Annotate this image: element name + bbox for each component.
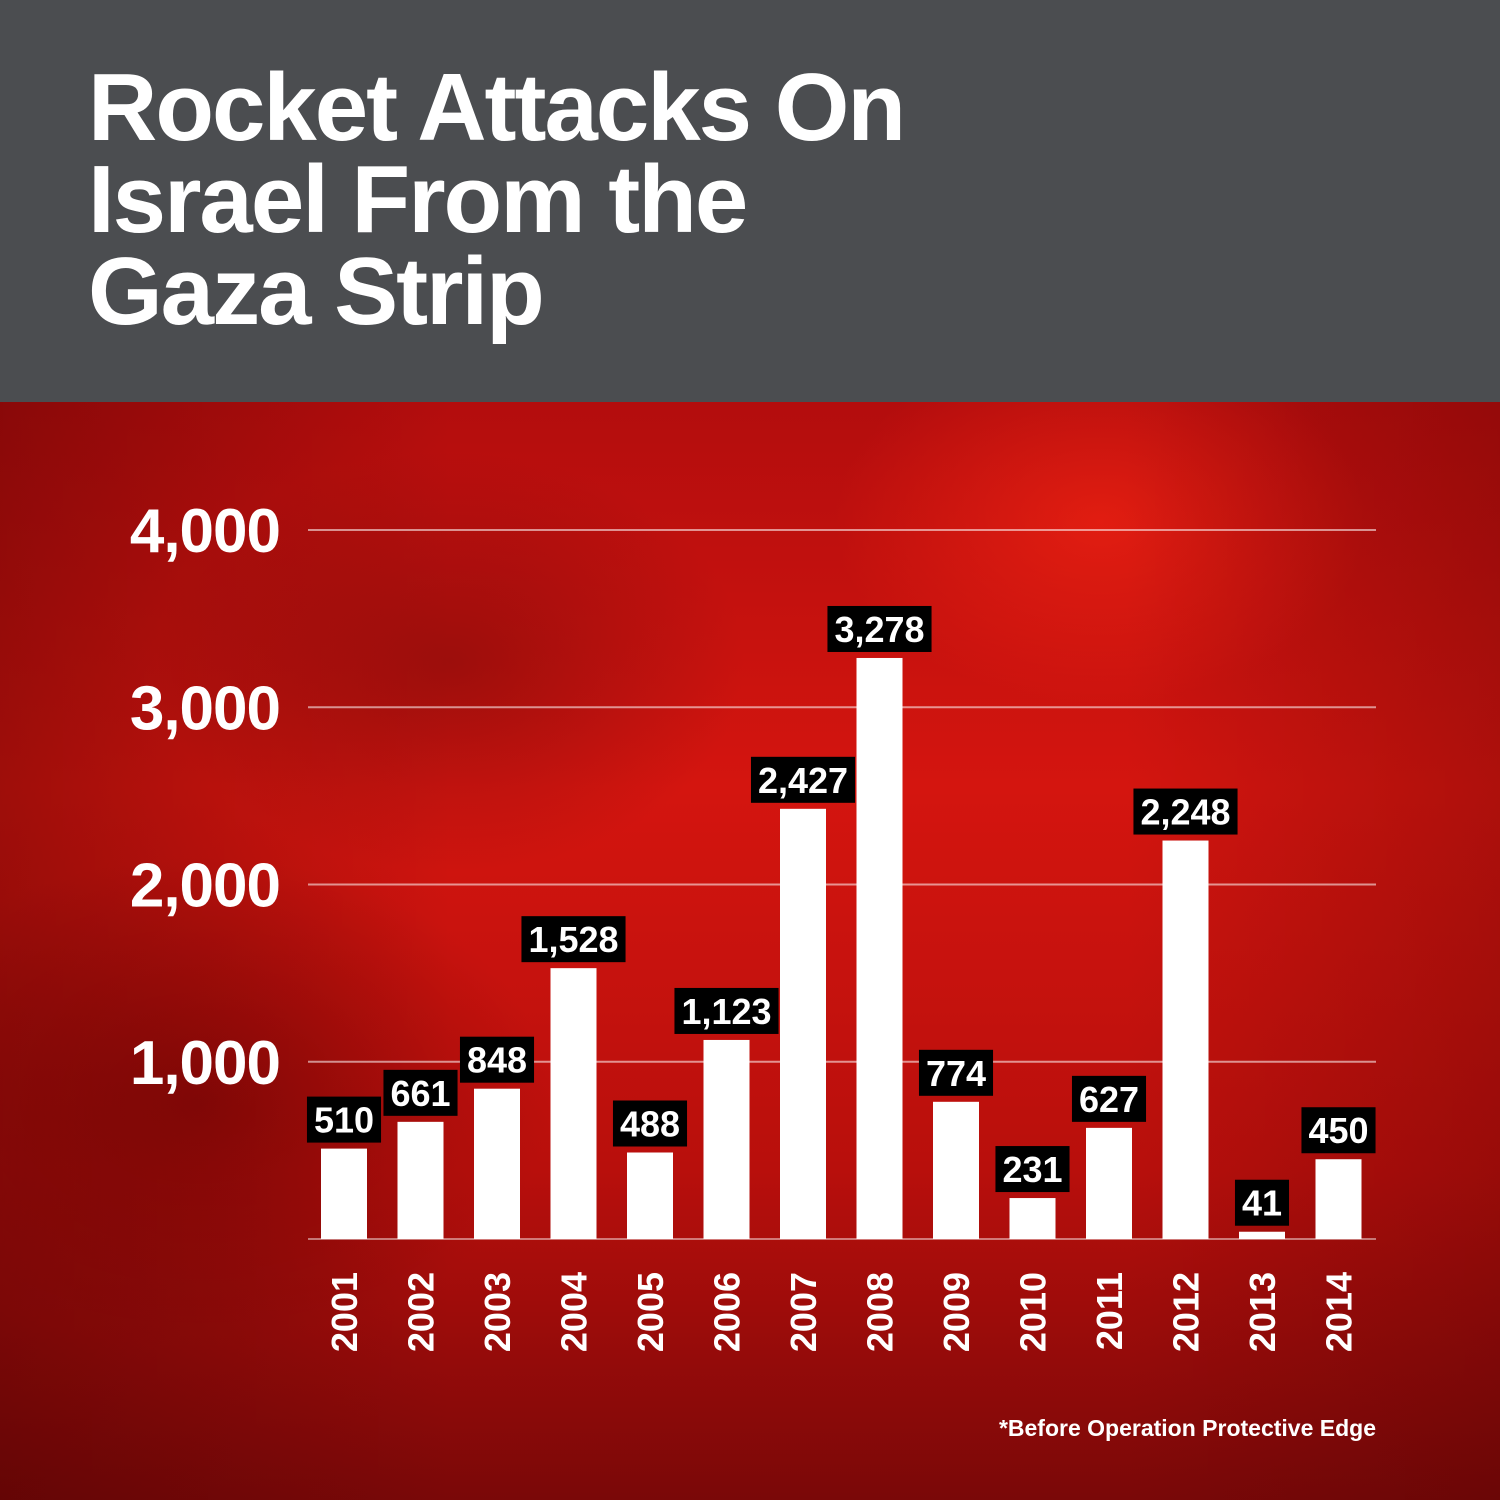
data-label-box: [306, 1096, 382, 1143]
data-label: 41: [1242, 1183, 1282, 1224]
data-label-box: [459, 1036, 535, 1083]
x-tick-label: 2010: [1013, 1272, 1054, 1352]
x-tick-label: 2003: [477, 1272, 518, 1352]
header-banner: Rocket Attacks On Israel From the Gaza S…: [0, 0, 1500, 402]
bar: [933, 1101, 979, 1239]
data-label-box: [1234, 1179, 1290, 1226]
data-label-box: [918, 1049, 994, 1096]
x-tick-label: 2009: [936, 1272, 977, 1352]
bar: [780, 808, 826, 1239]
data-label: 231: [1002, 1149, 1062, 1190]
bar: [1086, 1127, 1132, 1239]
data-label: 1,123: [681, 991, 771, 1032]
y-tick-label: 1,000: [130, 1029, 280, 1098]
data-label-box: [383, 1069, 458, 1116]
data-label-box: [1071, 1075, 1147, 1122]
bar: [703, 1039, 750, 1239]
data-label: 774: [926, 1053, 986, 1094]
data-label: 848: [467, 1040, 527, 1081]
data-label: 488: [620, 1104, 680, 1145]
data-label-box: [995, 1146, 1070, 1193]
chart-background: [0, 402, 1500, 1500]
y-tick-label: 4,000: [130, 497, 280, 566]
footnote: *Before Operation Protective Edge: [998, 1415, 1376, 1441]
bar: [321, 1148, 367, 1239]
data-label: 2,248: [1140, 792, 1230, 833]
x-tick-label: 2004: [554, 1272, 595, 1352]
data-label: 1,528: [528, 919, 618, 960]
x-tick-label: 2014: [1319, 1272, 1360, 1352]
data-label-box: [1133, 788, 1238, 835]
data-label: 450: [1308, 1110, 1368, 1151]
data-label-box: [750, 756, 856, 803]
bar: [1315, 1159, 1362, 1239]
bar: [1009, 1198, 1056, 1239]
x-tick-label: 2012: [1166, 1272, 1207, 1352]
data-label-box: [1301, 1107, 1376, 1154]
bar: [856, 657, 903, 1239]
x-tick-label: 2008: [860, 1272, 901, 1352]
data-label: 2,427: [758, 760, 848, 801]
y-tick-label: 2,000: [130, 852, 280, 921]
bar: [550, 968, 597, 1239]
page-title: Rocket Attacks On Israel From the Gaza S…: [88, 54, 906, 345]
data-label: 627: [1079, 1079, 1139, 1120]
data-label: 661: [390, 1073, 450, 1114]
data-label-box: [521, 916, 626, 963]
background-shade: [0, 402, 1500, 1500]
bar: [1239, 1231, 1285, 1239]
bar: [627, 1152, 673, 1239]
x-tick-label: 2011: [1089, 1272, 1130, 1350]
x-tick-label: 2001: [324, 1272, 365, 1352]
bar: [397, 1121, 444, 1239]
data-label: 3,278: [834, 609, 924, 650]
data-label-box: [827, 605, 932, 652]
x-tick-label: 2006: [707, 1272, 748, 1352]
data-label: 510: [314, 1100, 374, 1141]
x-tick-label: 2007: [783, 1272, 824, 1352]
data-label-box: [674, 987, 779, 1034]
x-tick-label: 2002: [401, 1272, 442, 1352]
bar: [474, 1088, 520, 1239]
bar: [1162, 840, 1209, 1239]
y-tick-label: 3,000: [130, 674, 280, 743]
data-label-box: [612, 1100, 688, 1147]
x-tick-label: 2005: [630, 1272, 671, 1352]
x-tick-label: 2013: [1242, 1272, 1283, 1352]
